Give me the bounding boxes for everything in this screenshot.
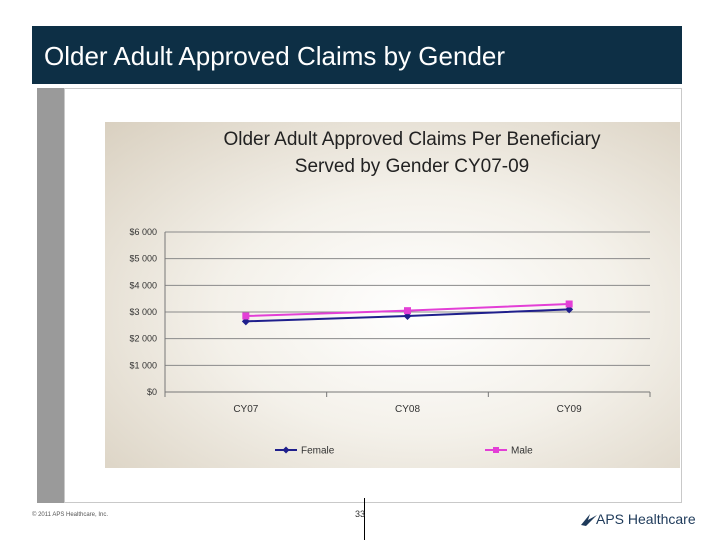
y-tick-label: $6 000 [129, 227, 157, 237]
copyright-footer: © 2011 APS Healthcare, Inc. [32, 512, 109, 518]
y-tick-label: $5 000 [129, 254, 157, 264]
data-point-male [565, 300, 573, 308]
data-point-female [241, 317, 250, 326]
legend-marker-male [493, 447, 499, 453]
y-tick-label: $1 000 [129, 360, 157, 370]
x-tick-label: CY09 [557, 404, 582, 415]
legend-label: Female [301, 446, 335, 457]
page-number: 33 [355, 509, 366, 519]
left-gray-strip [37, 88, 64, 503]
swoosh-arrow-icon [581, 514, 597, 526]
chart-area: Older Adult Approved Claims Per Benefici… [105, 122, 680, 468]
data-point-male [242, 312, 250, 320]
x-tick-label: CY07 [233, 404, 258, 415]
x-tick-label: CY08 [395, 404, 420, 415]
line-chart: Older Adult Approved Claims Per Benefici… [129, 129, 651, 457]
legend-label: Male [511, 446, 533, 457]
chart-title-line: Served by Gender CY07-09 [295, 156, 529, 177]
company-logo: APS Healthcare [580, 509, 696, 529]
y-tick-label: $3 000 [129, 307, 157, 317]
footer-divider-line [364, 498, 365, 540]
y-tick-label: $4 000 [129, 280, 157, 290]
slide-title: Older Adult Approved Claims by Gender [44, 41, 506, 71]
y-tick-label: $0 [147, 387, 157, 397]
y-tick-label: $2 000 [129, 334, 157, 344]
chart-title-line: Older Adult Approved Claims Per Benefici… [223, 129, 601, 150]
legend-marker-female [282, 446, 290, 454]
logo-text: APS Healthcare [596, 511, 696, 527]
slide-title-bar: Older Adult Approved Claims by Gender [32, 26, 682, 84]
data-point-male [404, 307, 411, 315]
